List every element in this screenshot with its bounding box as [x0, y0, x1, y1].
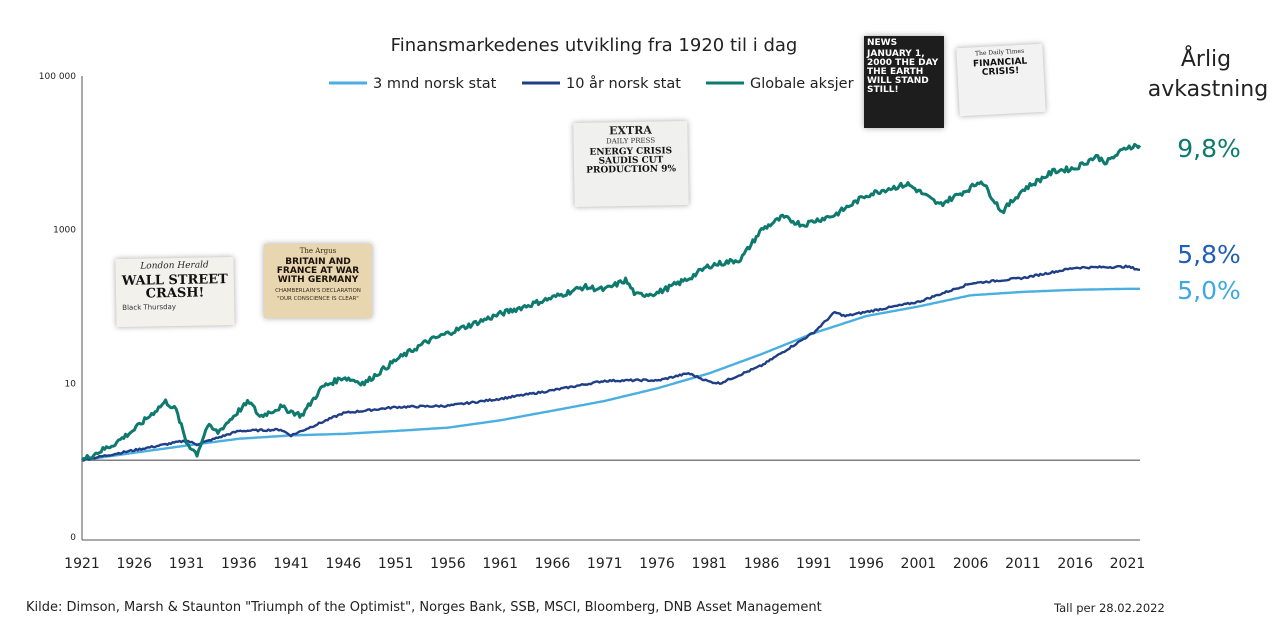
clip-headline: WALL STREET CRASH! — [121, 272, 228, 302]
annual-return-title-line1: Årlig — [1181, 45, 1231, 72]
britain-france-war-clipping: The Argus BRITAIN AND FRANCE AT WAR WITH… — [264, 244, 372, 318]
annual-return-title-line2: avkastning — [1148, 77, 1268, 102]
x-tick-label: 1986 — [744, 556, 780, 572]
legend-label-10ar: 10 år norsk stat — [566, 75, 681, 92]
clip-masthead: NEWS — [867, 38, 898, 48]
as-of-date: Tall per 28.02.2022 — [1054, 601, 1165, 615]
wall-street-crash-clipping: London Herald WALL STREET CRASH! Black T… — [115, 256, 235, 328]
y-tick-label: 10 — [65, 379, 77, 389]
x-tick-label: 2021 — [1110, 556, 1146, 572]
return-3-mnd: 5,0% — [1177, 276, 1241, 305]
x-tick-label: 1946 — [326, 556, 362, 572]
x-tick-label: 1936 — [221, 556, 257, 572]
legend: 3 mnd norsk stat 10 år norsk stat Global… — [329, 75, 854, 92]
clip-headline: JANUARY 1, 2000 THE DAY THE EARTH WILL S… — [867, 49, 939, 95]
clip-headline: ENERGY CRISIS SAUDIS CUT PRODUCTION 9% — [586, 146, 677, 176]
x-tick-label: 1981 — [691, 556, 727, 572]
series-lines — [80, 142, 1142, 462]
clip-headline: FINANCIAL CRISIS! — [972, 56, 1028, 78]
x-tick-label: 1991 — [796, 556, 832, 572]
y-tick-label: 0 — [70, 533, 76, 543]
clip-paper: DAILY PRESS — [606, 136, 656, 146]
financial-crisis-clipping: The Daily Times FINANCIAL CRISIS! — [956, 43, 1046, 117]
legend-label-3mnd: 3 mnd norsk stat — [373, 76, 497, 92]
x-tick-label: 1921 — [64, 556, 100, 572]
series-line-globale-aksjer — [80, 142, 1142, 462]
y-tick-label: 100 000 — [39, 72, 76, 82]
x-tick-label: 1926 — [116, 556, 152, 572]
x-tick-label: 1931 — [169, 556, 205, 572]
x-tick-label: 2001 — [901, 556, 937, 572]
source-note: Kilde: Dimson, Marsh & Staunton "Triumph… — [26, 600, 822, 615]
clip-quote: "OUR CONSCIENCE IS CLEAR" — [277, 296, 359, 302]
y-ticks: 0 10 1000 100 000 — [39, 72, 76, 543]
return-10-ar: 5,8% — [1177, 240, 1241, 269]
y2k-clipping: NEWS JANUARY 1, 2000 THE DAY THE EARTH W… — [864, 36, 944, 128]
clip-subtitle: Black Thursday — [122, 302, 177, 312]
y-tick-label: 1000 — [53, 226, 76, 236]
clip-masthead: London Herald — [140, 260, 209, 272]
x-tick-label: 2011 — [1005, 556, 1041, 572]
x-tick-label: 1941 — [273, 556, 309, 572]
x-tick-label: 1961 — [482, 556, 518, 572]
series-line-10-år-norsk-stat — [81, 264, 1141, 462]
series-line-3-mnd-norsk-stat — [81, 287, 1140, 462]
clip-headline: BRITAIN AND FRANCE AT WAR WITH GERMANY — [276, 257, 360, 285]
x-tick-label: 1971 — [587, 556, 623, 572]
x-tick-label: 1976 — [639, 556, 675, 572]
clip-subtitle: CHAMBERLAIN'S DECLARATION — [275, 288, 361, 294]
x-tick-label: 1951 — [378, 556, 414, 572]
x-ticks: 1921 1926 1931 1936 1941 1946 1951 1956 1961 1966… — [64, 556, 1145, 572]
chart-title: Finansmarkedenes utvikling fra 1920 til … — [391, 35, 798, 56]
energy-crisis-clipping: EXTRA DAILY PRESS ENERGY CRISIS SAUDIS C… — [573, 121, 689, 207]
x-tick-label: 1966 — [535, 556, 571, 572]
x-tick-label: 1956 — [430, 556, 466, 572]
x-tick-label: 2006 — [953, 556, 989, 572]
clip-masthead: The Argus — [299, 247, 337, 255]
x-tick-label: 2016 — [1057, 556, 1093, 572]
return-globale-aksjer: 9,8% — [1177, 134, 1241, 163]
legend-label-aksjer: Globale aksjer — [750, 76, 854, 92]
x-tick-label: 1996 — [848, 556, 884, 572]
